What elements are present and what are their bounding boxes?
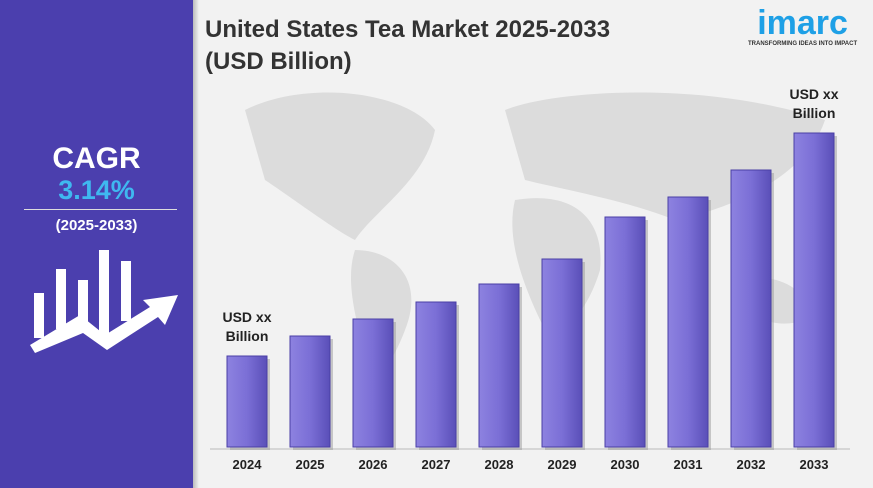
bar-2030 xyxy=(604,216,646,448)
x-tick-label: 2029 xyxy=(548,457,577,472)
cagr-value: 3.14% xyxy=(58,175,135,205)
data-label: Billion xyxy=(793,105,836,121)
logo-tagline: TRANSFORMING IDEAS INTO IMPACT xyxy=(748,41,858,47)
growth-chart-icon xyxy=(30,250,178,353)
bar-2026 xyxy=(352,318,394,448)
sidebar-shadow xyxy=(193,0,199,488)
bar-2027 xyxy=(415,301,457,448)
x-tick-label: 2025 xyxy=(296,457,325,472)
x-tick-label: 2031 xyxy=(674,457,703,472)
x-tick-label: 2033 xyxy=(800,457,829,472)
bar-2028 xyxy=(478,283,520,448)
data-label: USD xx xyxy=(222,309,271,325)
logo: imarc TRANSFORMING IDEAS INTO IMPACT xyxy=(748,5,857,47)
x-tick-label: 2024 xyxy=(233,457,263,472)
bar-2029 xyxy=(541,258,583,448)
x-tick-label: 2028 xyxy=(485,457,514,472)
x-tick-label: 2030 xyxy=(611,457,640,472)
data-label: USD xx xyxy=(789,86,838,102)
logo-name: imarc xyxy=(757,4,848,42)
x-tick-label: 2032 xyxy=(737,457,766,472)
bar-2025 xyxy=(289,335,331,448)
bar-2024 xyxy=(226,355,268,448)
cagr-label: CAGR xyxy=(52,142,141,175)
data-label: Billion xyxy=(226,328,269,344)
bar-2032 xyxy=(730,169,772,448)
x-tick-label: 2027 xyxy=(422,457,451,472)
divider xyxy=(24,209,177,210)
bar-2033 xyxy=(793,132,835,448)
chart-title: United States Tea Market 2025-2033 (USD … xyxy=(205,16,611,75)
bar-2031 xyxy=(667,196,709,448)
cagr-period: (2025-2033) xyxy=(55,217,138,234)
sidebar xyxy=(0,0,193,488)
x-tick-label: 2026 xyxy=(359,457,388,472)
